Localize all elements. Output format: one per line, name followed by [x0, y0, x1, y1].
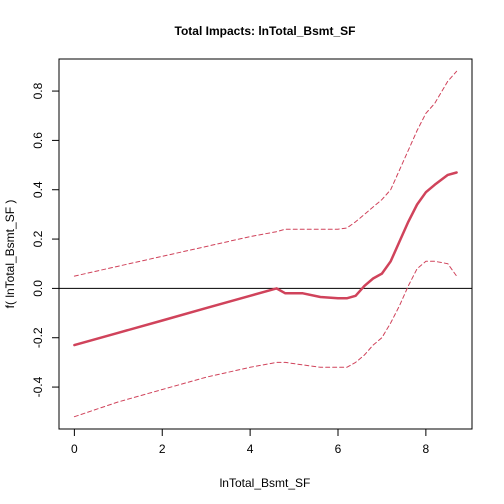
impact-estimate-line — [73, 171, 458, 347]
chart-title: Total Impacts: lnTotal_Bsmt_SF — [175, 24, 356, 38]
x-tick-label: 4 — [247, 442, 254, 456]
upper-bound-line — [73, 70, 458, 277]
x-axis-label: lnTotal_Bsmt_SF — [220, 476, 311, 490]
y-tick-label: 0.4 — [31, 181, 45, 198]
y-tick-label: 0.6 — [31, 132, 45, 149]
y-axis-label: f( lnTotal_Bsmt_SF ) — [3, 200, 17, 309]
x-tick-label: 6 — [335, 442, 342, 456]
y-tick-label: 0.2 — [31, 230, 45, 247]
y-tick-label: -0.2 — [31, 327, 45, 348]
x-tick-label: 8 — [423, 442, 430, 456]
plot-frame — [58, 58, 473, 430]
x-tick-label: 0 — [71, 442, 78, 456]
y-tick-label: -0.4 — [31, 376, 45, 397]
y-tick-label: 0.0 — [31, 280, 45, 297]
lower-bound-line — [73, 260, 458, 418]
plot-area: 0 2 4 6 8 -0.4 -0.2 0.0 0.2 0.4 0.6 0.8 — [31, 70, 472, 456]
y-tick-label: 0.8 — [31, 82, 45, 99]
x-tick-label: 2 — [159, 442, 166, 456]
